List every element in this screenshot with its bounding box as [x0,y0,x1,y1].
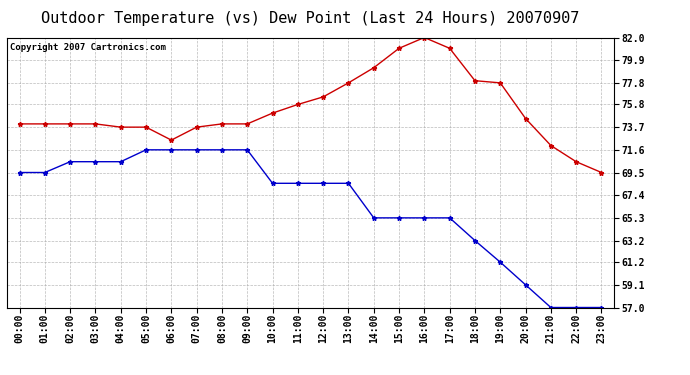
Text: Outdoor Temperature (vs) Dew Point (Last 24 Hours) 20070907: Outdoor Temperature (vs) Dew Point (Last… [41,11,580,26]
Text: Copyright 2007 Cartronics.com: Copyright 2007 Cartronics.com [10,43,166,52]
